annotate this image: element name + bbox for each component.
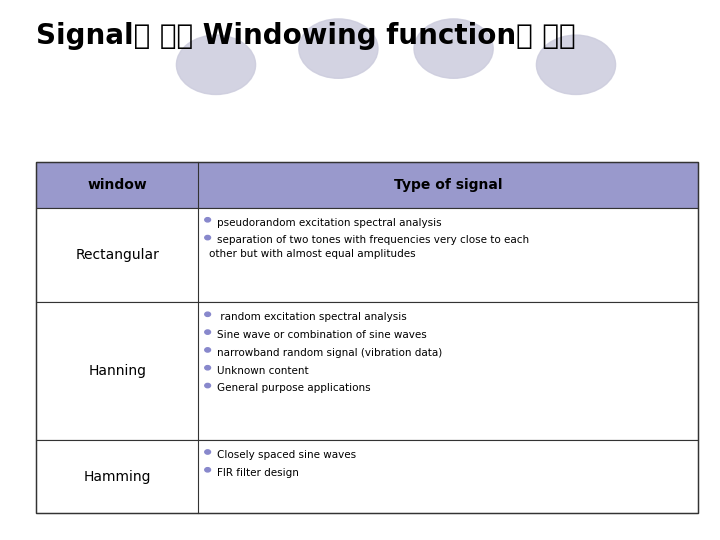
Text: window: window: [87, 178, 147, 192]
Text: narrowband random signal (vibration data): narrowband random signal (vibration data…: [217, 348, 442, 358]
Text: Hamming: Hamming: [84, 470, 151, 483]
Text: Signal에 따른 Windowing function의 사용: Signal에 따른 Windowing function의 사용: [36, 22, 575, 50]
Text: Type of signal: Type of signal: [394, 178, 503, 192]
Text: Sine wave or combination of sine waves: Sine wave or combination of sine waves: [217, 330, 427, 340]
FancyBboxPatch shape: [36, 208, 698, 302]
Text: General purpose applications: General purpose applications: [217, 383, 371, 394]
Text: Closely spaced sine waves: Closely spaced sine waves: [217, 450, 356, 460]
FancyBboxPatch shape: [36, 162, 698, 208]
Circle shape: [204, 383, 210, 388]
Circle shape: [204, 330, 210, 334]
FancyBboxPatch shape: [36, 302, 698, 440]
Text: FIR filter design: FIR filter design: [217, 468, 299, 478]
Text: Rectangular: Rectangular: [75, 248, 159, 262]
Circle shape: [204, 366, 210, 370]
Circle shape: [204, 235, 210, 240]
FancyBboxPatch shape: [36, 440, 698, 513]
Circle shape: [204, 312, 210, 316]
Text: Unknown content: Unknown content: [217, 366, 309, 376]
Text: pseudorandom excitation spectral analysis: pseudorandom excitation spectral analysi…: [217, 218, 441, 228]
Text: other but with almost equal amplitudes: other but with almost equal amplitudes: [209, 249, 415, 259]
Text: Hanning: Hanning: [88, 364, 146, 378]
Circle shape: [204, 450, 210, 454]
Circle shape: [204, 468, 210, 472]
Circle shape: [204, 218, 210, 222]
Text: separation of two tones with frequencies very close to each: separation of two tones with frequencies…: [217, 235, 529, 246]
Text: random excitation spectral analysis: random excitation spectral analysis: [217, 312, 407, 322]
Circle shape: [204, 348, 210, 352]
